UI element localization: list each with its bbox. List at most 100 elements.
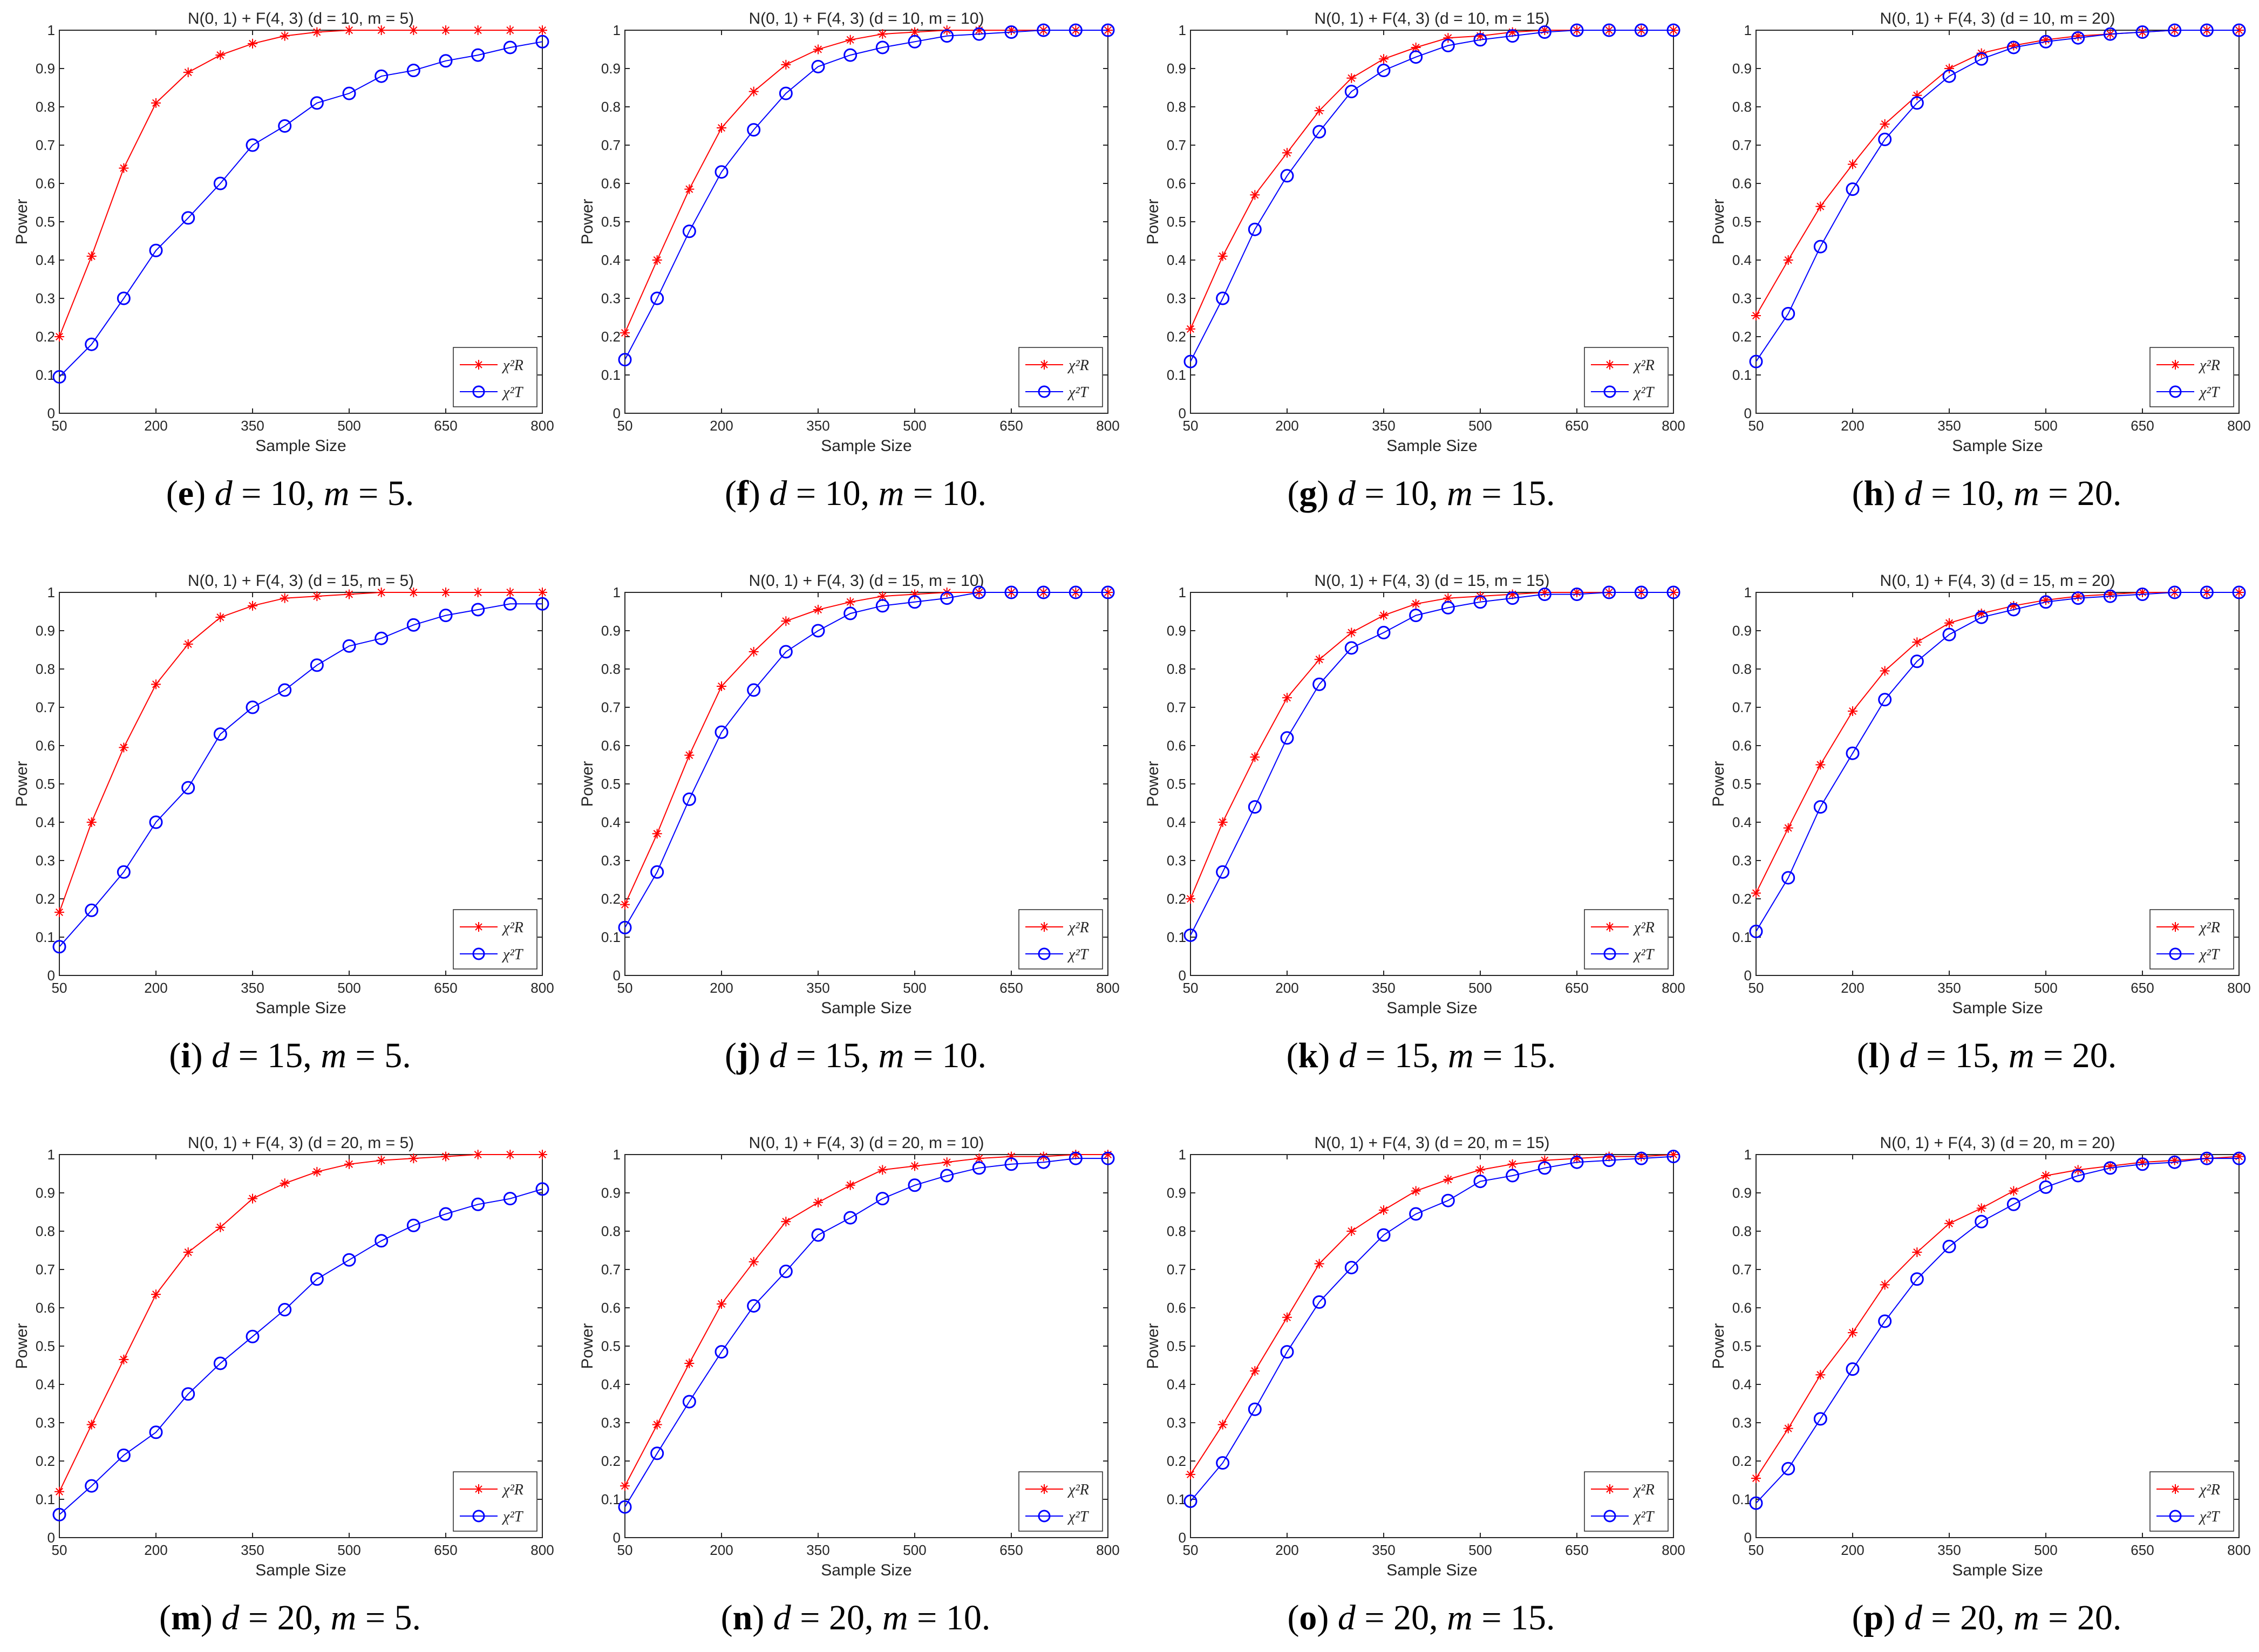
star-stroke	[910, 1162, 919, 1170]
caption-part: = 10,	[1356, 474, 1447, 513]
x-tick-label: 200	[144, 980, 167, 996]
data-point-chi2-r	[344, 25, 354, 35]
subfigure-caption: (i) d = 15, m = 5.	[169, 1036, 411, 1075]
star-stroke	[538, 26, 547, 35]
data-point-chi2-t	[908, 595, 922, 609]
y-tick-label: 0.4	[1732, 1376, 1752, 1392]
caption-part: k	[1298, 1036, 1318, 1075]
data-point-chi2-t	[1183, 928, 1197, 942]
data-point-chi2-t	[1216, 1456, 1230, 1470]
series-line-chi2-r	[1756, 30, 2239, 316]
caption-part: = 10.	[908, 1598, 991, 1637]
x-tick-label: 800	[1096, 418, 1119, 434]
star-stroke	[506, 26, 514, 35]
y-tick-label: 1	[1744, 1146, 1752, 1163]
star-stroke	[120, 743, 128, 752]
y-tick-label: 0.3	[1732, 290, 1752, 306]
caption-part: (	[1287, 1036, 1298, 1075]
x-tick-label: 650	[1565, 418, 1588, 434]
star-stroke	[943, 1158, 951, 1166]
x-tick-label: 50	[1183, 418, 1199, 434]
data-point-chi2-t	[1602, 1153, 1616, 1168]
data-point-chi2-r	[652, 1419, 662, 1430]
y-tick-label: 0.6	[601, 1300, 621, 1316]
caption-part: g	[1299, 474, 1317, 513]
legend-marker-star	[475, 923, 482, 931]
data-point-chi2-r	[1815, 201, 1826, 211]
data-point-chi2-r	[813, 44, 823, 54]
data-point-chi2-t	[246, 700, 260, 714]
x-tick-label: 500	[337, 418, 360, 434]
star-stroke	[1379, 611, 1388, 619]
caption-part: = 20.	[2034, 1036, 2117, 1075]
series-line-chi2-t	[1756, 592, 2239, 932]
data-point-chi2-t	[715, 725, 729, 739]
caption-part: m	[331, 1598, 357, 1637]
data-point-chi2-t	[1634, 1151, 1648, 1165]
data-point-chi2-r	[55, 1486, 64, 1497]
y-axis-label: Power	[1710, 199, 1727, 244]
data-point-chi2-r	[1783, 1423, 1793, 1433]
x-tick-label: 800	[530, 980, 554, 996]
star-stroke	[1251, 1367, 1259, 1375]
data-point-chi2-r	[119, 742, 129, 753]
star-stroke	[846, 1181, 854, 1189]
caption-part: = 15.	[1474, 1036, 1556, 1075]
x-tick-label: 800	[2227, 1542, 2250, 1558]
legend-label-chi2-r: χ²R	[1632, 357, 1655, 374]
x-tick-label: 350	[806, 418, 829, 434]
data-point-chi2-r	[877, 29, 888, 39]
data-point-chi2-t	[1441, 1193, 1455, 1207]
data-point-chi2-t	[940, 1169, 954, 1183]
data-point-chi2-r	[215, 50, 226, 60]
x-tick-label: 650	[2131, 980, 2154, 996]
data-point-chi2-t	[811, 59, 825, 73]
y-tick-label: 0.8	[601, 661, 621, 677]
star-stroke	[184, 1248, 192, 1257]
legend-label-chi2-t: χ²T	[2198, 1508, 2221, 1525]
y-axis-label: Power	[579, 1323, 596, 1369]
caption-part: h	[1864, 474, 1884, 513]
y-tick-label: 0.7	[1167, 1261, 1186, 1278]
data-point-chi2-r	[620, 899, 630, 910]
star-stroke	[441, 588, 450, 597]
data-point-chi2-r	[119, 163, 129, 173]
y-tick-label: 0.8	[1167, 661, 1186, 677]
series-line-chi2-t	[1190, 1156, 1674, 1502]
y-tick-label: 0.4	[1167, 252, 1186, 268]
x-tick-label: 50	[52, 1542, 67, 1558]
star-stroke	[1219, 818, 1227, 827]
data-point-chi2-t	[2103, 1161, 2117, 1175]
data-point-chi2-r	[1314, 654, 1324, 665]
data-point-chi2-r	[151, 98, 161, 108]
data-point-chi2-r	[1250, 1366, 1260, 1376]
caption-part: = 20.	[2039, 1598, 2122, 1637]
star-stroke	[313, 1168, 321, 1176]
star-stroke	[55, 908, 64, 916]
data-point-chi2-t	[1975, 52, 1989, 66]
star-stroke	[814, 605, 822, 613]
star-stroke	[1816, 761, 1825, 769]
x-tick-label: 50	[1748, 980, 1764, 996]
y-tick-label: 0.5	[1732, 776, 1752, 792]
y-tick-label: 0.2	[601, 329, 621, 345]
y-tick-label: 0.9	[1167, 60, 1186, 77]
data-point-chi2-r	[280, 31, 290, 41]
y-tick-label: 0.5	[1167, 214, 1186, 230]
star-stroke	[1186, 325, 1195, 333]
y-tick-label: 0	[47, 967, 55, 984]
data-point-chi2-r	[1751, 1473, 1761, 1483]
x-tick-label: 200	[144, 418, 167, 434]
y-tick-label: 0.2	[1167, 329, 1186, 345]
data-point-chi2-r	[86, 817, 97, 827]
y-tick-label: 0.8	[601, 99, 621, 115]
caption-part: )	[1883, 1598, 1904, 1637]
y-tick-label: 0.9	[1732, 623, 1752, 639]
data-point-chi2-t	[535, 35, 549, 49]
y-tick-label: 0.8	[36, 99, 55, 115]
series-line-chi2-r	[1756, 592, 2239, 893]
data-point-chi2-r	[877, 591, 888, 602]
y-tick-label: 0.3	[36, 852, 55, 869]
x-tick-label: 350	[241, 1542, 264, 1558]
legend-label-chi2-t: χ²T	[1067, 1508, 1090, 1525]
